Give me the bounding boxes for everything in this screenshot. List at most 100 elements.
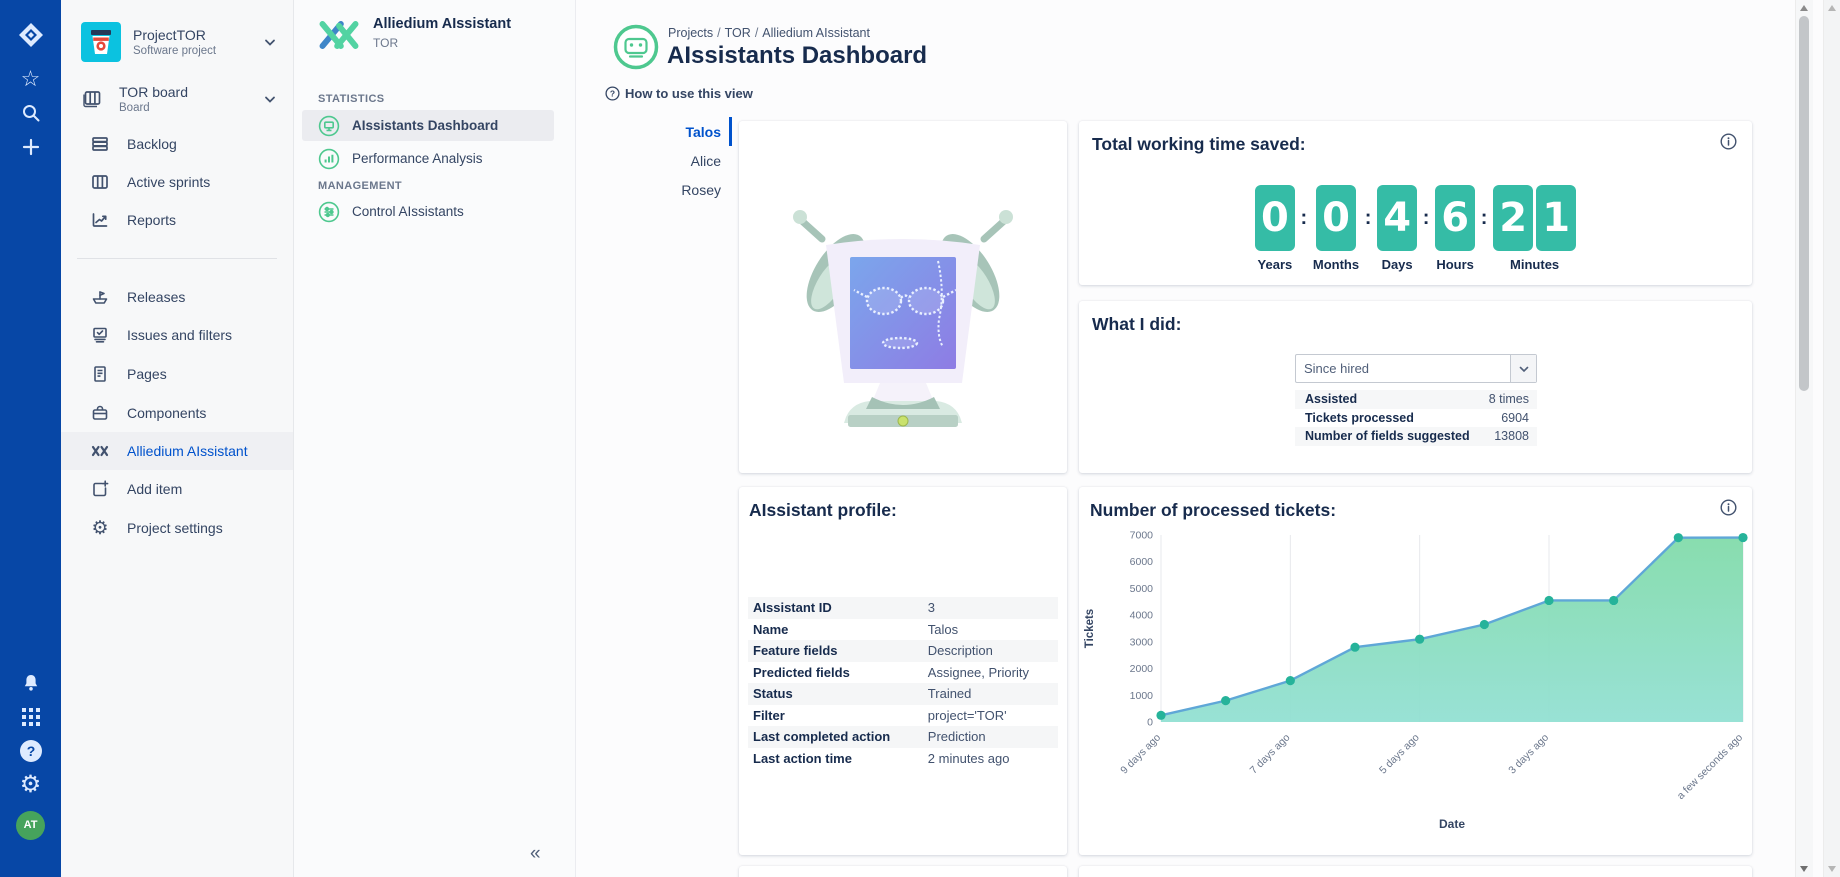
board-name: TOR board	[119, 84, 188, 100]
time-saved-card: Total working time saved: 0 Years 0 Mont…	[1079, 121, 1752, 285]
sidebar-item-alliedium-aissistant[interactable]: Alliedium AIssistant	[61, 432, 293, 470]
search-icon[interactable]	[0, 96, 61, 130]
scroll-down-arrow[interactable]	[1800, 866, 1808, 872]
left-rail: ☆ ?	[0, 0, 61, 877]
jira-logo-icon	[18, 23, 43, 47]
sidebar-item-pages[interactable]: Pages	[61, 355, 293, 393]
scroll-up-arrow[interactable]	[1828, 5, 1836, 11]
assistant-tabs: Talos Alice Rosey	[576, 117, 732, 204]
svg-text:0: 0	[1147, 717, 1153, 729]
control-sliders-icon	[318, 201, 340, 222]
tab-alice[interactable]: Alice	[690, 152, 721, 169]
period-filter-value: Since hired	[1304, 361, 1370, 376]
project-sidebar: ProjectTOR Software project TOR board Bo…	[61, 0, 294, 877]
svg-text:3000: 3000	[1130, 636, 1154, 648]
info-icon[interactable]	[1720, 499, 1737, 521]
profile-row: Filter project='TOR'	[753, 707, 1007, 723]
project-avatar-icon	[81, 22, 121, 62]
svg-text:2000: 2000	[1130, 663, 1154, 675]
plugin-subtitle: TOR	[373, 36, 399, 50]
user-avatar[interactable]: AT	[0, 808, 61, 842]
chevron-down-icon	[265, 39, 275, 46]
breadcrumb: Projects TOR Alliedium AIssistant	[668, 26, 870, 40]
inner-scrollbar	[1795, 0, 1813, 877]
sidebar-item-reports[interactable]: Reports	[61, 201, 293, 239]
main-content: Projects TOR Alliedium AIssistant AIssis…	[576, 0, 1795, 877]
how-to-use-link[interactable]: ? How to use this view	[605, 86, 753, 101]
jira-logo-icon[interactable]	[0, 18, 61, 52]
dashboard-robot-badge-icon	[613, 24, 659, 75]
profile-row: AIssistant ID 3	[748, 597, 1058, 619]
robot-avatar-image	[793, 210, 1013, 427]
apps-grid-icon[interactable]	[0, 700, 61, 734]
time-saved-title: Total working time saved:	[1092, 134, 1306, 154]
pages-doc-icon	[89, 363, 111, 385]
partial-card-right	[1079, 866, 1752, 877]
colon-separator	[1295, 185, 1313, 251]
project-switcher[interactable]: ProjectTOR Software project	[81, 22, 277, 62]
sidebar-item-issues-and-filters[interactable]: Issues and filters	[61, 316, 293, 354]
sidebar-item-add-item[interactable]: Add item	[61, 470, 293, 508]
select-chevron-button[interactable]	[1510, 355, 1536, 382]
chevron-down-icon	[265, 96, 275, 103]
sidebar-item-active-sprints[interactable]: Active sprints	[61, 163, 293, 201]
releases-ship-icon	[89, 286, 111, 308]
counter-unit-hours: 6 Hours	[1435, 185, 1476, 272]
active-sprints-icon	[89, 171, 111, 193]
settings-gear-icon: ⚙	[91, 517, 109, 539]
breadcrumb-alliedium[interactable]: Alliedium AIssistant	[755, 26, 870, 40]
tab-talos[interactable]: Talos	[576, 117, 732, 146]
section-heading-management: MANAGEMENT	[318, 180, 403, 192]
svg-text:7000: 7000	[1130, 530, 1154, 542]
svg-text:5 days ago: 5 days ago	[1377, 732, 1422, 777]
section-heading-statistics: STATISTICS	[318, 93, 385, 105]
tab-rosey[interactable]: Rosey	[681, 181, 721, 198]
scrollbar-thumb[interactable]	[1799, 16, 1809, 391]
counter-digit: 0	[1254, 185, 1295, 251]
period-filter-select[interactable]: Since hired	[1295, 354, 1537, 383]
sidebar-item-project-settings[interactable]: ⚙ Project settings	[61, 509, 293, 547]
board-switcher[interactable]: TOR board Board	[81, 84, 277, 114]
sidebar-item-releases[interactable]: Releases	[61, 278, 293, 316]
counter-digit: 6	[1435, 185, 1476, 251]
svg-text:7 days ago: 7 days ago	[1248, 732, 1293, 777]
project-type: Software project	[133, 45, 217, 57]
breadcrumb-projects[interactable]: Projects	[668, 26, 714, 40]
stat-row-tickets-processed: Tickets processed 6904	[1305, 410, 1529, 425]
help-icon[interactable]: ?	[0, 734, 61, 768]
gear-icon[interactable]: ⚙	[19, 771, 42, 798]
svg-text:?: ?	[610, 89, 615, 99]
counter-digit: 4	[1377, 185, 1418, 251]
alliedium-xx-icon	[89, 440, 111, 462]
profile-card: AIssistant profile: AIssistant ID 3 Name T…	[739, 487, 1067, 855]
sidebar-item-backlog[interactable]: Backlog	[61, 125, 293, 163]
counter-unit-years: 0 Years	[1254, 185, 1295, 272]
dashboard-monitor-icon	[318, 115, 340, 136]
plugin-item-performance-analysis[interactable]: Performance Analysis	[302, 143, 554, 174]
scroll-down-arrow[interactable]	[1828, 866, 1836, 872]
sidebar-item-components[interactable]: Components	[61, 394, 293, 432]
notifications-bell-icon[interactable]	[0, 666, 61, 700]
what-i-did-card: What I did: Since hired Assisted 8 times	[1079, 301, 1752, 473]
project-name: ProjectTOR	[133, 27, 206, 43]
colon-separator	[1417, 185, 1435, 251]
board-type: Board	[119, 102, 150, 114]
what-i-did-title: What I did:	[1092, 314, 1182, 334]
question-circle-icon: ?	[605, 86, 620, 101]
create-plus-icon[interactable]	[0, 130, 61, 164]
scroll-up-arrow[interactable]	[1800, 5, 1808, 11]
breadcrumb-tor[interactable]: TOR	[717, 26, 751, 40]
info-icon[interactable]	[1720, 133, 1737, 155]
collapse-panel-icon[interactable]: «	[530, 843, 541, 864]
counter-unit-days: 4 Days	[1377, 185, 1418, 272]
plugin-item-aissistants-dashboard[interactable]: AIssistants Dashboard	[302, 110, 554, 141]
plugin-item-control-aissistants[interactable]: Control AIssistants	[302, 196, 554, 227]
star-icon[interactable]: ☆	[20, 66, 41, 91]
profile-row: Status Trained	[748, 683, 1058, 705]
counter-digit: 1	[1536, 185, 1577, 251]
colon-separator	[1359, 185, 1377, 251]
alliedium-logo-icon	[319, 21, 359, 49]
reports-icon	[89, 209, 111, 231]
profile-row: Feature fields Description	[748, 640, 1058, 662]
chevron-down-icon	[1519, 366, 1528, 372]
